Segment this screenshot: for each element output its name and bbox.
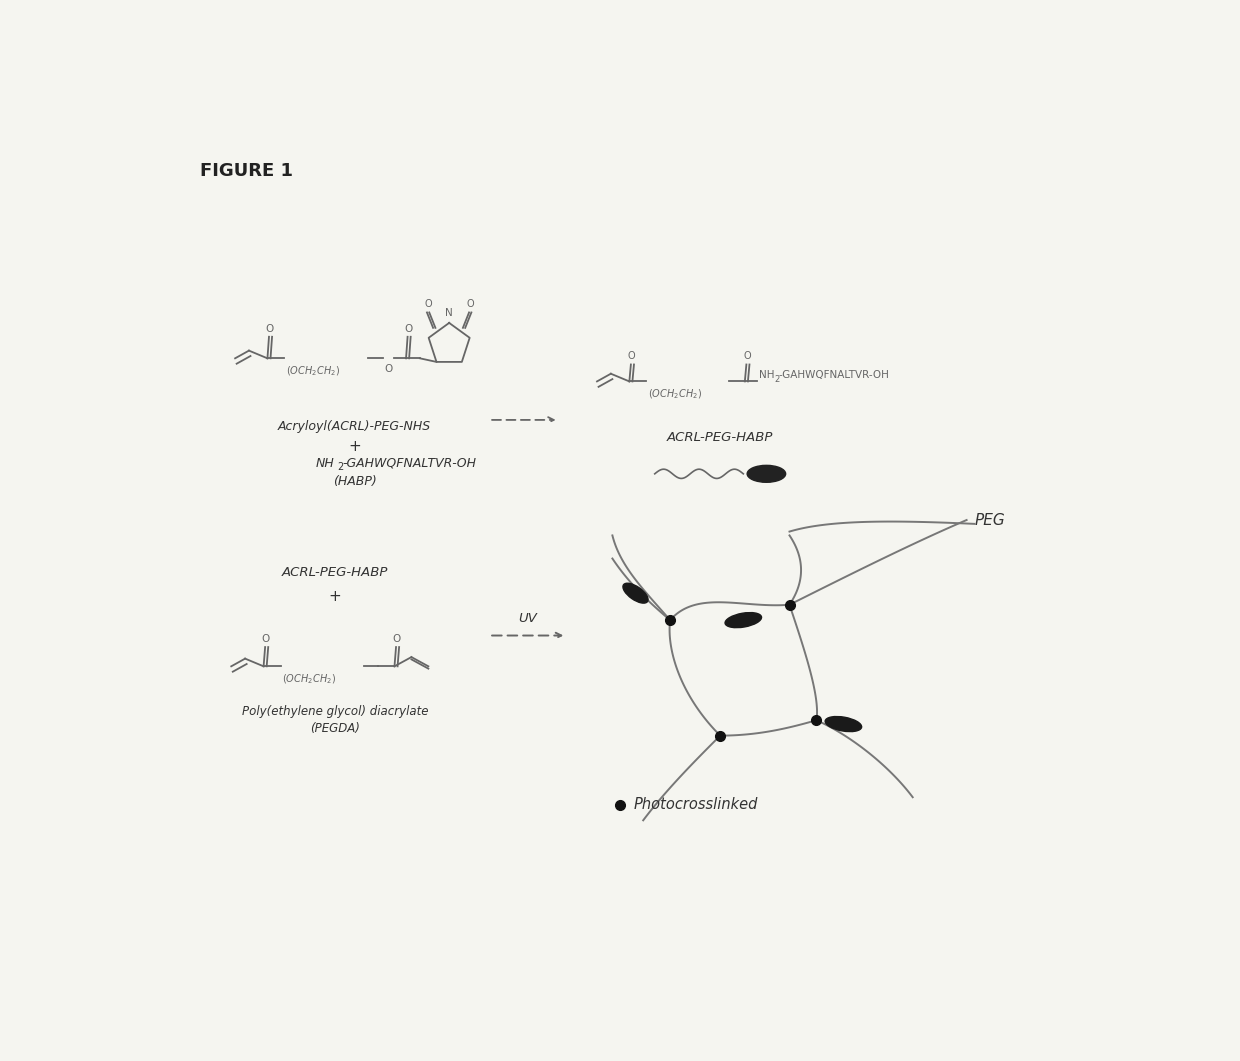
Ellipse shape xyxy=(725,612,761,628)
Ellipse shape xyxy=(622,584,649,603)
Text: +: + xyxy=(329,589,341,605)
Ellipse shape xyxy=(825,716,862,732)
Text: $(OCH_2CH_2)$: $(OCH_2CH_2)$ xyxy=(286,365,340,378)
Text: O: O xyxy=(384,365,393,375)
Text: Acryloyl(ACRL)-PEG-NHS: Acryloyl(ACRL)-PEG-NHS xyxy=(278,420,432,433)
Text: O: O xyxy=(424,298,433,309)
Text: O: O xyxy=(466,298,475,309)
Text: O: O xyxy=(262,634,270,644)
Text: ACRL-PEG-HABP: ACRL-PEG-HABP xyxy=(667,432,774,445)
Text: -GAHWQFNALTVR-OH: -GAHWQFNALTVR-OH xyxy=(779,370,889,380)
Text: 2: 2 xyxy=(774,376,780,384)
Text: N: N xyxy=(445,309,453,318)
Text: Photocrosslinked: Photocrosslinked xyxy=(634,798,759,813)
Text: PEG: PEG xyxy=(975,512,1006,527)
Text: (HABP): (HABP) xyxy=(332,475,376,488)
Text: FIGURE 1: FIGURE 1 xyxy=(201,162,294,180)
Text: +: + xyxy=(348,439,361,454)
Text: NH: NH xyxy=(316,457,335,470)
Text: ACRL-PEG-HABP: ACRL-PEG-HABP xyxy=(281,567,388,579)
Text: $(OCH_2CH_2)$: $(OCH_2CH_2)$ xyxy=(647,387,702,401)
Text: O: O xyxy=(627,351,635,362)
Text: 2: 2 xyxy=(337,462,343,471)
Text: (PEGDA): (PEGDA) xyxy=(310,721,360,735)
Text: O: O xyxy=(265,324,274,333)
Text: NH: NH xyxy=(759,370,774,380)
Text: $(OCH_2CH_2)$: $(OCH_2CH_2)$ xyxy=(281,673,336,686)
Text: O: O xyxy=(404,324,413,333)
Text: Poly(ethylene glycol) diacrylate: Poly(ethylene glycol) diacrylate xyxy=(242,705,429,718)
Text: UV: UV xyxy=(518,611,537,625)
Text: -GAHWQFNALTVR-OH: -GAHWQFNALTVR-OH xyxy=(343,457,477,470)
Ellipse shape xyxy=(748,466,786,483)
Text: O: O xyxy=(743,351,751,362)
Text: O: O xyxy=(393,634,401,644)
